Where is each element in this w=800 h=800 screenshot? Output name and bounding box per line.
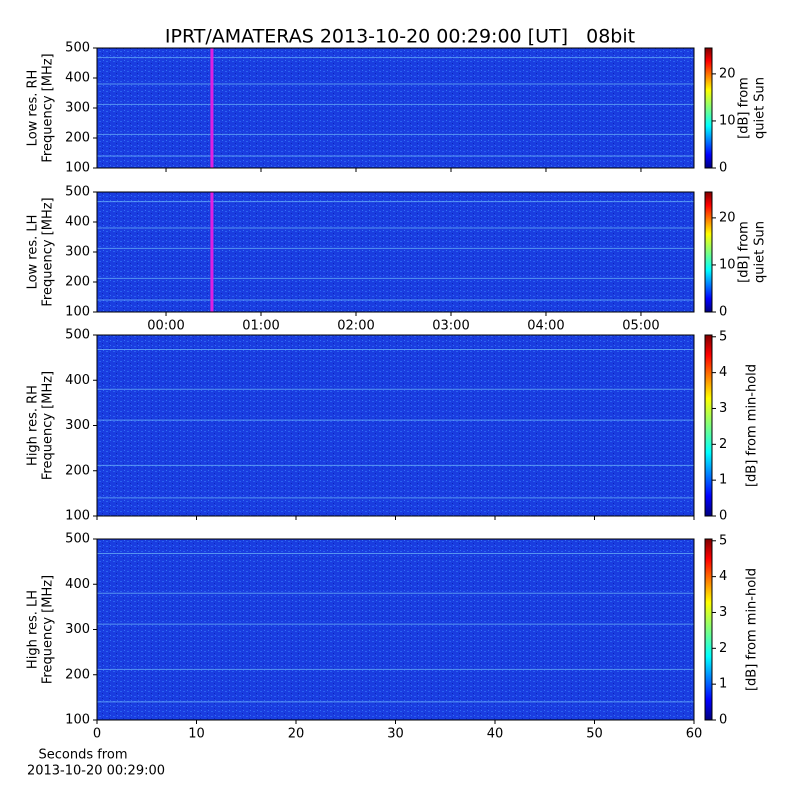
x-tick-label: 30 — [387, 727, 404, 742]
colorbar-tick-label: 20 — [719, 210, 736, 225]
y-tick-label: 500 — [65, 328, 90, 343]
x-tick-label: 02:00 — [337, 319, 374, 334]
colorbar-tick-label: 0 — [719, 161, 727, 176]
y-tick-label: 100 — [65, 509, 90, 524]
x-tick-label: 50 — [586, 727, 603, 742]
y-tick-label: 500 — [65, 41, 90, 56]
colorbar-frame — [704, 191, 713, 313]
y-tick-label: 500 — [65, 532, 90, 547]
colorbar — [705, 335, 712, 516]
x-tick-label: 40 — [487, 727, 504, 742]
x-tick-label: 05:00 — [622, 319, 659, 334]
y-axis-label: Frequency [MHz] — [41, 53, 56, 162]
x-tick-label: 0 — [93, 727, 101, 742]
y-axis-label: Frequency [MHz] — [41, 197, 56, 306]
x-tick-label: 20 — [288, 727, 305, 742]
spectrogram-image — [97, 335, 694, 516]
y-tick-label: 100 — [65, 161, 90, 176]
x-tick-label: 01:00 — [242, 319, 279, 334]
colorbar-tick-label: 1 — [719, 473, 727, 488]
colorbar — [705, 539, 712, 720]
y-tick-label: 100 — [65, 713, 90, 728]
colorbar-frame — [704, 334, 713, 517]
colorbar-label: quiet Sun — [753, 77, 768, 139]
colorbar-label: quiet Sun — [753, 221, 768, 283]
y-tick-label: 400 — [65, 373, 90, 388]
colorbar-tick-label: 0 — [719, 305, 727, 320]
x-tick-label: 04:00 — [527, 319, 564, 334]
colorbar-label: [dB] from — [737, 221, 752, 283]
colorbar — [705, 48, 712, 168]
colorbar-tick-label: 3 — [719, 401, 727, 416]
y-tick-label: 500 — [65, 185, 90, 200]
colorbar-tick-label: 10 — [719, 113, 736, 128]
spectrogram-image — [97, 48, 694, 168]
y-tick-label: 300 — [65, 622, 90, 637]
y-axis-label: Low res. LH — [26, 215, 41, 290]
y-axis-label: Low res. RH — [26, 70, 41, 147]
x-tick-label: 60 — [686, 727, 703, 742]
y-tick-label: 200 — [65, 131, 90, 146]
colorbar-tick-label: 4 — [719, 569, 727, 584]
x-tick-label: 00:00 — [147, 319, 184, 334]
spectrogram-image — [97, 192, 694, 312]
y-tick-label: 100 — [65, 305, 90, 320]
colorbar-tick-label: 5 — [719, 533, 727, 548]
colorbar-tick-label: 3 — [719, 605, 727, 620]
figure-title: IPRT/AMATERAS 2013-10-20 00:29:00 [UT] 0… — [165, 26, 635, 48]
colorbar-frame — [704, 538, 713, 721]
colorbar-tick-label: 2 — [719, 641, 727, 656]
colorbar-tick-label: 0 — [719, 713, 727, 728]
y-tick-label: 200 — [65, 275, 90, 290]
x-axis-label: Seconds from — [38, 748, 127, 763]
colorbar-tick-label: 20 — [719, 66, 736, 81]
x-axis-label: 2013-10-20 00:29:00 — [27, 764, 165, 779]
x-tick-label: 10 — [188, 727, 205, 742]
y-tick-label: 300 — [65, 245, 90, 260]
y-tick-label: 200 — [65, 667, 90, 682]
colorbar-tick-label: 1 — [719, 677, 727, 692]
colorbar-frame — [704, 47, 713, 169]
colorbar-label: [dB] from — [737, 77, 752, 139]
colorbar-label: [dB] from min-hold — [745, 568, 760, 691]
y-tick-label: 300 — [65, 101, 90, 116]
y-tick-label: 400 — [65, 71, 90, 86]
colorbar — [705, 192, 712, 312]
y-tick-label: 400 — [65, 215, 90, 230]
colorbar-tick-label: 0 — [719, 509, 727, 524]
colorbar-tick-label: 2 — [719, 437, 727, 452]
y-axis-label: High res. RH — [26, 385, 41, 466]
y-tick-label: 300 — [65, 418, 90, 433]
colorbar-tick-label: 10 — [719, 257, 736, 272]
y-axis-label: Frequency [MHz] — [41, 371, 56, 480]
colorbar-tick-label: 5 — [719, 329, 727, 344]
y-tick-label: 400 — [65, 577, 90, 592]
y-axis-label: Frequency [MHz] — [41, 575, 56, 684]
y-axis-label: High res. LH — [26, 590, 41, 669]
y-tick-label: 200 — [65, 463, 90, 478]
x-tick-label: 03:00 — [432, 319, 469, 334]
colorbar-tick-label: 4 — [719, 365, 727, 380]
spectrogram-image — [97, 539, 694, 720]
colorbar-label: [dB] from min-hold — [745, 364, 760, 487]
